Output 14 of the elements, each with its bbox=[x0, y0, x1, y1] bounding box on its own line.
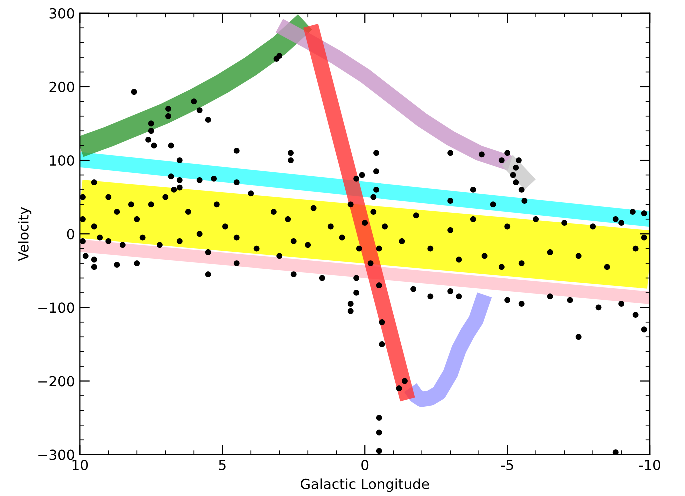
x-tick-label: 10 bbox=[72, 460, 88, 470]
y-axis-title: Velocity bbox=[18, 207, 32, 262]
x-axis-title: Galactic Longitude bbox=[301, 478, 430, 492]
y-tick-label: 0 bbox=[67, 229, 74, 240]
y-tick-label: −200 bbox=[38, 376, 74, 387]
y-tick-label: 100 bbox=[50, 156, 74, 166]
x-tick-label: -10 bbox=[639, 460, 660, 470]
y-tick-label: 200 bbox=[50, 82, 74, 92]
x-tick-label: 5 bbox=[219, 460, 226, 470]
x-tick-label: -5 bbox=[501, 460, 514, 470]
x-tick-label: 0 bbox=[362, 460, 369, 470]
y-tick-label: 300 bbox=[50, 8, 74, 19]
y-tick-label: −300 bbox=[38, 450, 74, 460]
y-tick-label: −100 bbox=[38, 302, 74, 314]
